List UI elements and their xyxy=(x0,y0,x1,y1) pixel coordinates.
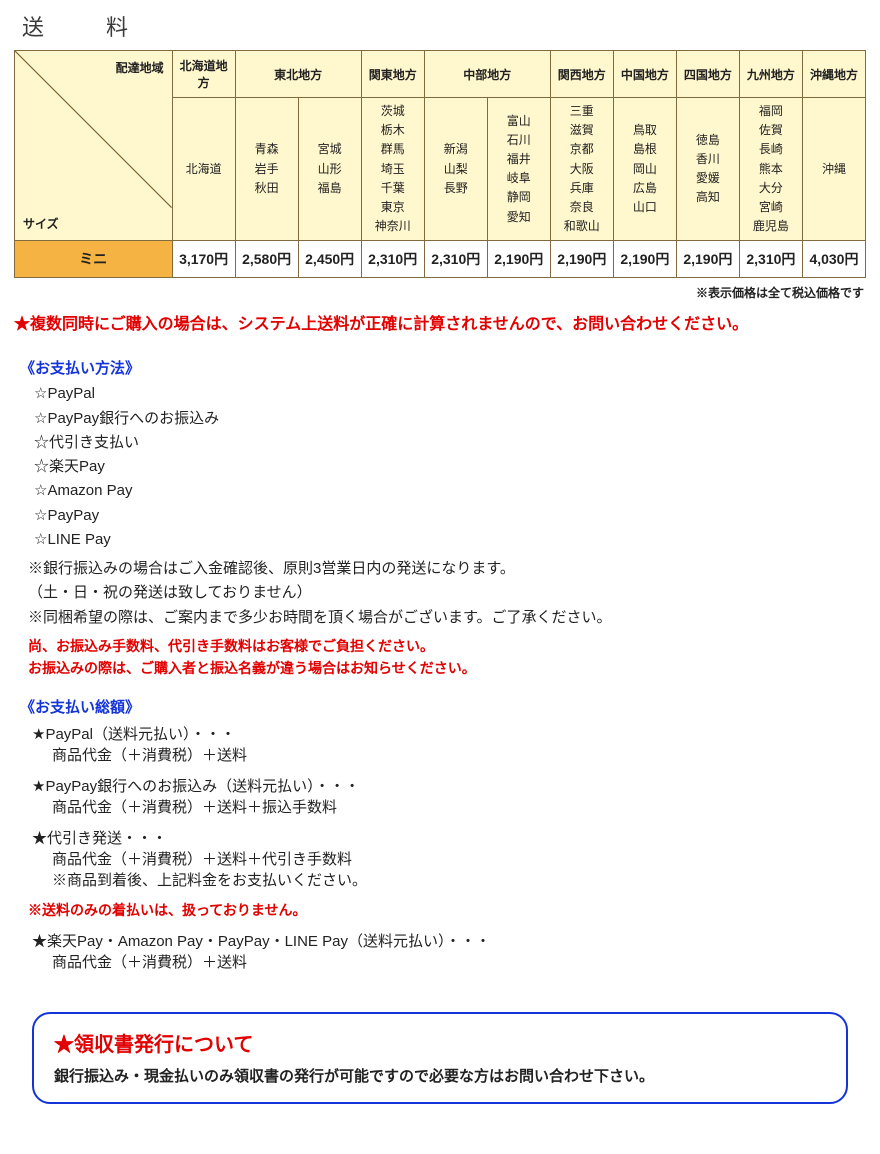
region-header: 沖縄地方 xyxy=(802,51,865,98)
prefecture-cell: 茨城栃木群馬埼玉千葉東京神奈川 xyxy=(361,98,424,241)
price-cell: 2,310円 xyxy=(424,241,487,278)
payment-red-note: 尚、お振込み手数料、代引き手数料はお客様でご負担ください。 xyxy=(28,635,866,657)
corner-area-label: 配達地域 xyxy=(116,59,164,76)
price-cell: 2,190円 xyxy=(613,241,676,278)
price-cell: 2,580円 xyxy=(235,241,298,278)
prefecture-cell: 宮城山形福島 xyxy=(298,98,361,241)
region-header: 四国地方 xyxy=(676,51,739,98)
payment-method-item: ☆楽天Pay xyxy=(34,455,866,478)
payment-methods-title: 《お支払い方法》 xyxy=(20,357,866,378)
shipping-table: 配達地域 サイズ 北海道地方東北地方関東地方中部地方関西地方中国地方四国地方九州… xyxy=(14,50,866,278)
receipt-box: ★領収書発行について 銀行振込み・現金払いのみ領収書の発行が可能ですので必要な方… xyxy=(32,1012,848,1104)
prefecture-cell: 鳥取島根岡山広島山口 xyxy=(613,98,676,241)
multi-buy-warning: ★複数同時にご購入の場合は、システム上送料が正確に計算されませんので、お問い合わ… xyxy=(14,313,866,337)
region-header: 東北地方 xyxy=(235,51,361,98)
payment-methods-list: ☆PayPal☆PayPay銀行へのお振込み☆代引き支払い☆楽天Pay☆Amaz… xyxy=(34,382,866,551)
total-detail: 商品代金（＋消費税）＋送料＋代引き手数料 xyxy=(52,848,866,869)
payment-red-note: お振込みの際は、ご購入者と振込名義が違う場合はお知らせください。 xyxy=(28,657,866,679)
region-header: 中国地方 xyxy=(613,51,676,98)
total-detail: 商品代金（＋消費税）＋送料 xyxy=(52,951,866,972)
payment-method-item: ☆PayPal xyxy=(34,382,866,405)
region-header-row: 配達地域 サイズ 北海道地方東北地方関東地方中部地方関西地方中国地方四国地方九州… xyxy=(15,51,866,98)
payment-method-item: ☆PayPay銀行へのお振込み xyxy=(34,407,866,430)
total-star-line: ★PayPal（送料元払い）・・・ xyxy=(32,723,866,744)
payment-note: ※同梱希望の際は、ご案内まで多少お時間を頂く場合がございます。ご了承ください。 xyxy=(28,606,866,629)
payment-method-item: ☆PayPay xyxy=(34,504,866,527)
total-star-line: ★代引き発送・・・ xyxy=(32,827,866,848)
prefecture-cell: 三重滋賀京都大阪兵庫奈良和歌山 xyxy=(550,98,613,241)
prefecture-cell: 新潟山梨長野 xyxy=(424,98,487,241)
total-detail: 商品代金（＋消費税）＋送料 xyxy=(52,744,866,765)
prefecture-cell: 徳島香川愛媛高知 xyxy=(676,98,739,241)
payment-method-item: ☆Amazon Pay xyxy=(34,479,866,502)
payment-note: ※銀行振込みの場合はご入金確認後、原則3営業日内の発送になります。 xyxy=(28,557,866,580)
price-cell: 2,190円 xyxy=(550,241,613,278)
receipt-body: 銀行振込み・現金払いのみ領収書の発行が可能ですので必要な方はお問い合わせ下さい。 xyxy=(54,1065,826,1086)
total-star-line: ★楽天Pay・Amazon Pay・PayPay・LINE Pay（送料元払い）… xyxy=(32,930,866,951)
price-cell: 2,190円 xyxy=(487,241,550,278)
corner-size-label: サイズ xyxy=(23,215,59,232)
price-cell: 2,310円 xyxy=(739,241,802,278)
prefecture-cell: 北海道 xyxy=(172,98,235,241)
total-title: 《お支払い総額》 xyxy=(20,696,866,717)
size-label-cell: ミニ xyxy=(15,241,173,278)
total-note: ※商品到着後、上記料金をお支払いください。 xyxy=(52,869,866,890)
prefecture-cell: 福岡佐賀長崎熊本大分宮崎鹿児島 xyxy=(739,98,802,241)
prefecture-cell: 青森岩手秋田 xyxy=(235,98,298,241)
region-header: 関西地方 xyxy=(550,51,613,98)
payment-note: （土・日・祝の発送は致しておりません） xyxy=(28,581,866,604)
price-cell: 2,190円 xyxy=(676,241,739,278)
prefecture-cell: 沖縄 xyxy=(802,98,865,241)
region-header: 北海道地方 xyxy=(172,51,235,98)
price-row: ミニ 3,170円2,580円2,450円2,310円2,310円2,190円2… xyxy=(15,241,866,278)
prefecture-cell: 富山石川福井岐阜静岡愛知 xyxy=(487,98,550,241)
payment-red-notes: 尚、お振込み手数料、代引き手数料はお客様でご負担ください。お振込みの際は、ご購入… xyxy=(28,635,866,680)
total-items-2: ★楽天Pay・Amazon Pay・PayPay・LINE Pay（送料元払い）… xyxy=(14,930,866,972)
price-cell: 2,450円 xyxy=(298,241,361,278)
receipt-title: ★領収書発行について xyxy=(54,1028,826,1057)
page-title: 送 料 xyxy=(22,10,866,42)
total-item: ★PayPal（送料元払い）・・・商品代金（＋消費税）＋送料 xyxy=(32,723,866,765)
region-header: 関東地方 xyxy=(361,51,424,98)
total-item: ★代引き発送・・・商品代金（＋消費税）＋送料＋代引き手数料※商品到着後、上記料金… xyxy=(32,827,866,890)
price-cell: 3,170円 xyxy=(172,241,235,278)
total-detail: 商品代金（＋消費税）＋送料＋振込手数料 xyxy=(52,796,866,817)
total-star-line: ★PayPay銀行へのお振込み（送料元払い）・・・ xyxy=(32,775,866,796)
payment-method-item: ☆代引き支払い xyxy=(34,431,866,454)
region-header: 九州地方 xyxy=(739,51,802,98)
total-items: ★PayPal（送料元払い）・・・商品代金（＋消費税）＋送料 ★PayPay銀行へ… xyxy=(14,723,866,890)
corner-cell: 配達地域 サイズ xyxy=(15,51,173,241)
region-header: 中部地方 xyxy=(424,51,550,98)
payment-notes: ※銀行振込みの場合はご入金確認後、原則3営業日内の発送になります。（土・日・祝の… xyxy=(28,557,866,629)
price-cell: 4,030円 xyxy=(802,241,865,278)
tax-note: ※表示価格は全て税込価格です xyxy=(14,284,864,301)
cod-only-note: ※送料のみの着払いは、扱っておりません。 xyxy=(28,900,866,920)
price-cell: 2,310円 xyxy=(361,241,424,278)
payment-method-item: ☆LINE Pay xyxy=(34,528,866,551)
total-item: ★PayPay銀行へのお振込み（送料元払い）・・・商品代金（＋消費税）＋送料＋振… xyxy=(32,775,866,817)
total-item: ★楽天Pay・Amazon Pay・PayPay・LINE Pay（送料元払い）… xyxy=(32,930,866,972)
